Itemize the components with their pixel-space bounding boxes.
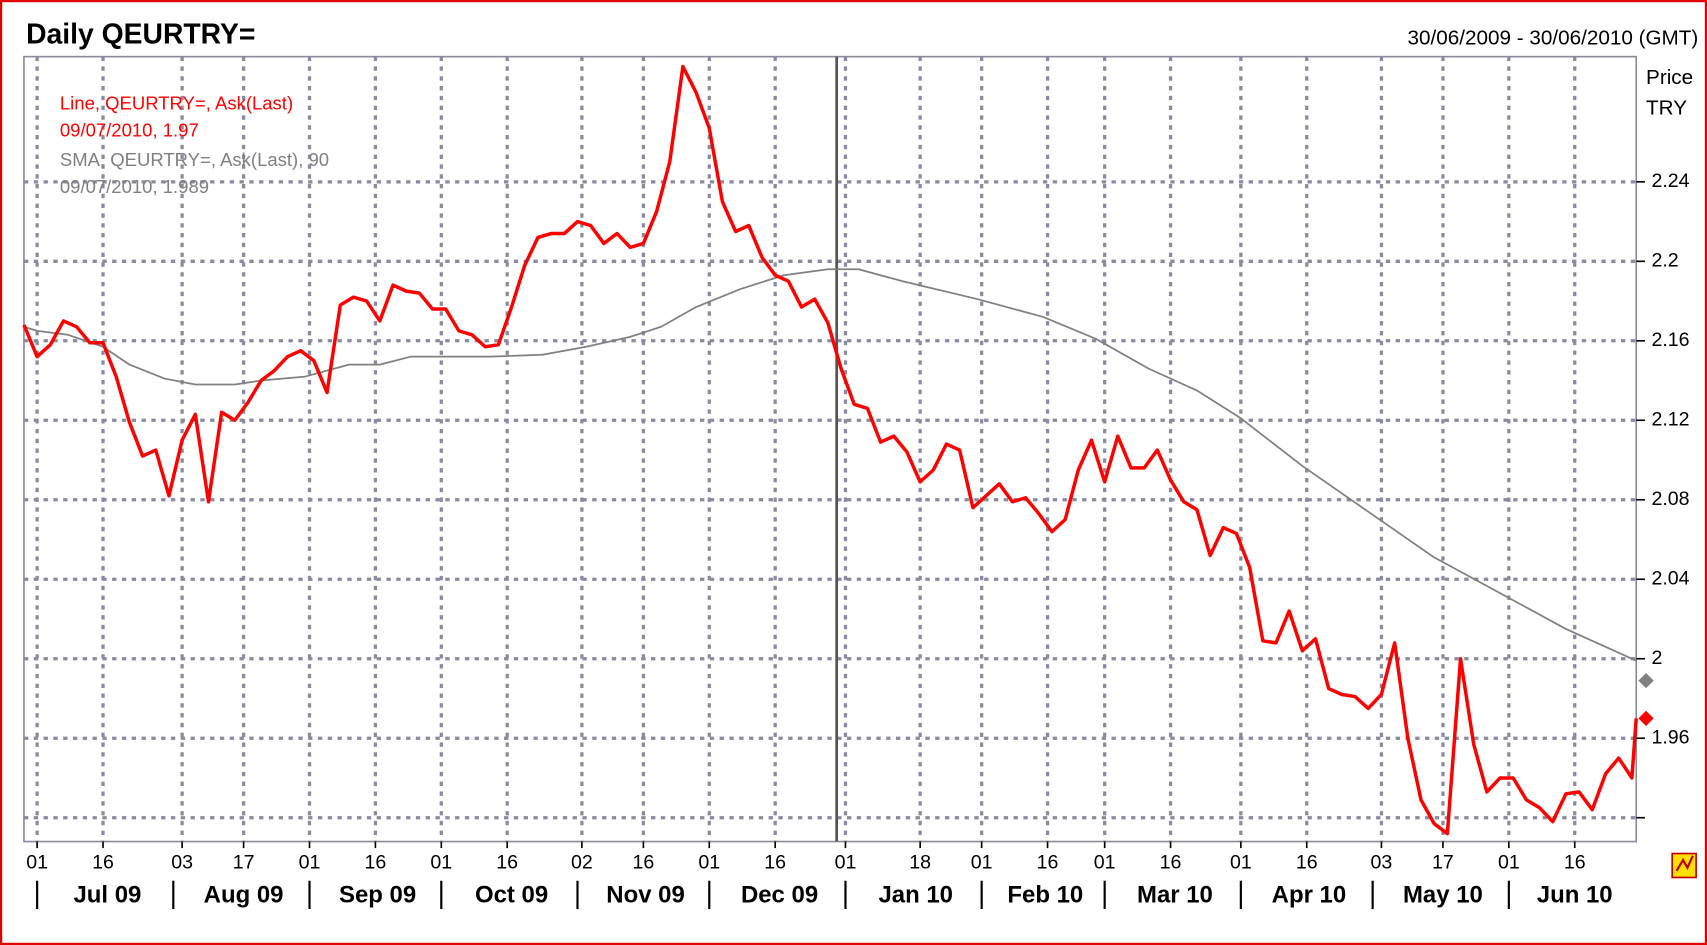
- chart-icon[interactable]: [1671, 852, 1697, 879]
- x-tick-label: 01: [1094, 851, 1116, 873]
- x-tick-label: 02: [571, 851, 593, 873]
- x-tick-label: 03: [1371, 851, 1393, 873]
- x-tick-label: 01: [299, 851, 321, 873]
- y-axis-unit: TRY: [1646, 96, 1687, 119]
- series-line: [23, 268, 1637, 662]
- legend-name: Line, QEURTRY=, Ask(Last): [60, 92, 293, 113]
- x-tick-label: 17: [233, 851, 255, 873]
- series-line: [22, 64, 1638, 836]
- y-tick-label: 2.24: [1651, 170, 1689, 192]
- last-value-marker: [1638, 710, 1654, 726]
- date-range: 30/06/2009 - 30/06/2010 (GMT): [1408, 27, 1699, 50]
- x-tick-label: 16: [1160, 851, 1182, 873]
- x-tick-label: 01: [698, 851, 720, 873]
- x-tick-label: 03: [171, 851, 193, 873]
- x-tick-label: 01: [26, 851, 48, 873]
- x-tick-label: 18: [909, 851, 931, 873]
- x-tick-label: 17: [1432, 851, 1454, 873]
- month-label: Jun 10: [1537, 881, 1613, 908]
- month-label: Apr 10: [1272, 881, 1347, 908]
- y-tick-label: 2.12: [1651, 408, 1689, 430]
- x-tick-label: 16: [1296, 851, 1318, 873]
- x-tick-label: 16: [1564, 851, 1586, 873]
- legend-value: 09/07/2010, 1.989: [60, 176, 209, 197]
- x-tick-label: 16: [92, 851, 114, 873]
- y-tick-label: 1.96: [1651, 726, 1689, 748]
- month-label: Oct 09: [475, 881, 548, 908]
- x-tick-label: 16: [632, 851, 654, 873]
- plot-area: [23, 55, 1638, 843]
- chart-title: Daily QEURTRY=: [26, 17, 255, 49]
- y-tick-label: 2.2: [1651, 249, 1678, 271]
- y-tick-label: 2.16: [1651, 329, 1689, 351]
- x-tick-label: 16: [365, 851, 387, 873]
- x-tick-label: 16: [1037, 851, 1059, 873]
- y-tick-label: 2: [1651, 647, 1662, 669]
- month-label: Mar 10: [1137, 881, 1213, 908]
- month-label: Sep 09: [339, 881, 416, 908]
- y-tick-label: 2.04: [1651, 567, 1689, 589]
- legend-value: 09/07/2010, 1.97: [60, 120, 199, 141]
- x-tick-label: 01: [1498, 851, 1520, 873]
- x-tick-label: 16: [496, 851, 518, 873]
- month-label: Nov 09: [606, 881, 685, 908]
- legend-name: SMA, QEURTRY=, Ask(Last), 90: [60, 149, 329, 170]
- x-tick-label: 01: [430, 851, 452, 873]
- x-tick-label: 01: [1230, 851, 1252, 873]
- y-tick-label: 2.08: [1651, 488, 1689, 510]
- x-tick-label: 01: [971, 851, 993, 873]
- x-tick-label: 16: [764, 851, 786, 873]
- month-label: Feb 10: [1007, 881, 1083, 908]
- y-axis-label: Price: [1646, 66, 1693, 89]
- month-label: Aug 09: [204, 881, 284, 908]
- month-label: Dec 09: [741, 881, 818, 908]
- month-label: Jul 09: [73, 881, 141, 908]
- month-label: May 10: [1403, 881, 1483, 908]
- x-tick-label: 01: [835, 851, 857, 873]
- month-label: Jan 10: [878, 881, 953, 908]
